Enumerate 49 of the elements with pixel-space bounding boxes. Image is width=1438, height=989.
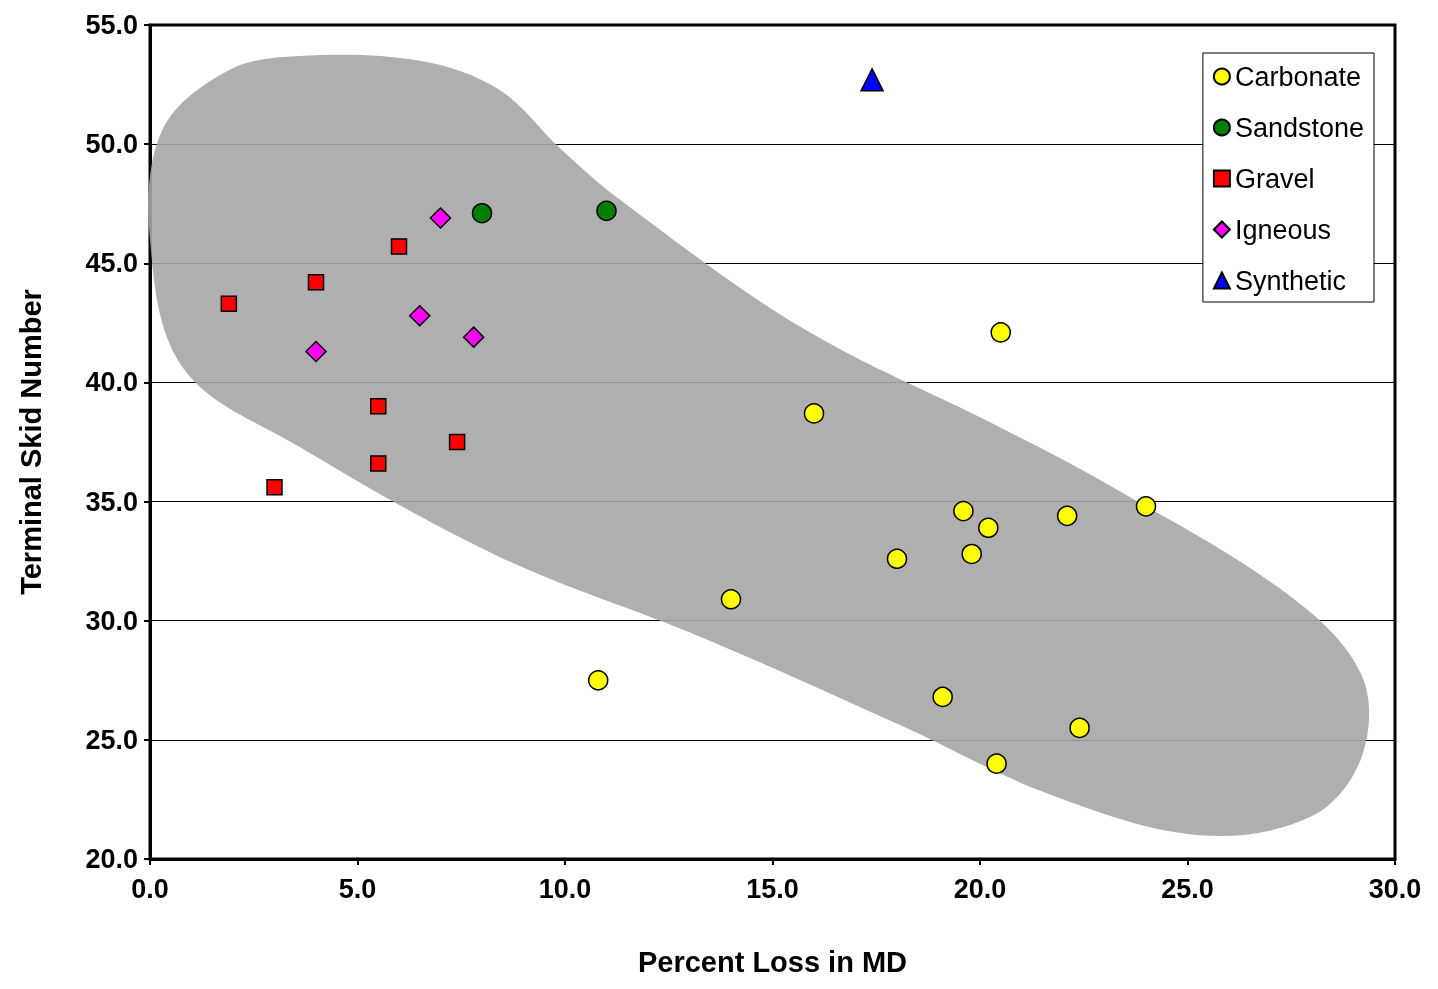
point [990, 322, 1011, 343]
legend-label: Synthetic [1234, 265, 1346, 296]
legend-label: Gravel [1234, 163, 1315, 194]
point [370, 455, 387, 472]
y-tick-label: 25.0 [85, 724, 138, 755]
point [448, 433, 466, 451]
point [720, 589, 742, 610]
point [307, 274, 325, 291]
point [596, 200, 617, 222]
point [986, 753, 1007, 774]
point [220, 295, 238, 313]
point [266, 479, 283, 496]
x-tick-label: 15.0 [746, 873, 799, 904]
point [1135, 496, 1157, 517]
legend-label: Igneous [1234, 214, 1331, 245]
point [390, 238, 408, 255]
legend-label: Carbonate [1234, 61, 1361, 92]
y-axis-title: Terminal Skid Number [14, 289, 47, 595]
x-tick-label: 30.0 [1368, 873, 1422, 904]
point [462, 326, 485, 348]
point [1069, 717, 1090, 739]
x-tick-label: 10.0 [538, 873, 592, 904]
point [471, 203, 493, 224]
point [803, 403, 825, 424]
point [370, 398, 387, 415]
y-tick-label: 40.0 [85, 367, 138, 398]
x-tick-label: 5.0 [338, 873, 377, 904]
point [886, 548, 908, 569]
x-axis-title: Percent Loss in MD [637, 945, 908, 978]
point [860, 68, 884, 92]
x-tick-label: 20.0 [953, 873, 1007, 904]
point [932, 686, 953, 708]
point [953, 500, 974, 522]
point [429, 207, 452, 229]
y-tick-label: 35.0 [85, 486, 138, 517]
point [961, 543, 982, 565]
x-tick-label: 25.0 [1161, 873, 1214, 904]
point [305, 340, 327, 363]
x-tick-label: 0.0 [131, 873, 169, 904]
point [409, 304, 431, 327]
legend-label: Sandstone [1234, 112, 1364, 143]
y-tick-label: 30.0 [85, 605, 138, 636]
point [1056, 505, 1078, 527]
point [978, 517, 999, 539]
y-tick-label: 45.0 [85, 248, 138, 279]
point [587, 670, 609, 691]
y-tick-label: 20.0 [85, 844, 138, 874]
y-tick-label: 50.0 [85, 129, 138, 160]
y-tick-label: 55.0 [85, 10, 138, 40]
